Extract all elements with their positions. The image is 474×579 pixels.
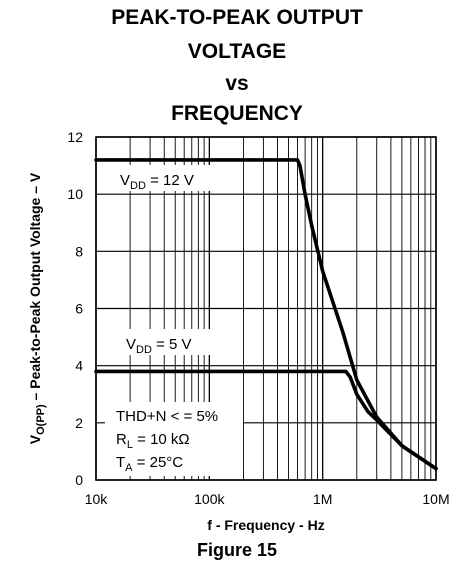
y-tick-label: 0 [75, 472, 83, 488]
condition-text-0: THD+N < = 5% [116, 408, 218, 425]
y-tick-label: 6 [75, 301, 83, 317]
plot-frame [95, 136, 437, 481]
y-tick-label: 12 [67, 129, 83, 145]
series-line-1 [94, 369, 438, 471]
y-axis-label: VO(PP) – Peak-to-Peak Output Voltage – V [27, 172, 47, 444]
condition-text-2: TA = 25°C [116, 454, 183, 474]
y-tick-label: 10 [67, 186, 83, 202]
chart-title-line-1: PEAK-TO-PEAK OUTPUT [111, 6, 363, 29]
series-label-vdd-5v: VDD = 5 V [126, 336, 192, 356]
x-tick-label: 10M [422, 491, 449, 507]
y-tick-label: 4 [75, 358, 83, 374]
label-bg-5v [118, 329, 216, 355]
y-tick-label: 2 [75, 415, 83, 431]
x-tick-label: 10k [85, 491, 109, 507]
conditions-bg [105, 402, 243, 476]
chart-title-line-2: VOLTAGE [187, 40, 287, 63]
x-tick-label: 100k [194, 491, 225, 507]
x-axis-label: f - Frequency - Hz [207, 517, 324, 533]
x-tick-label: 1M [313, 491, 332, 507]
label-bg-12v [112, 165, 220, 191]
series-label-vdd-12v: VDD = 12 V [120, 172, 194, 192]
condition-text-1: RL = 10 kΩ [116, 431, 190, 451]
chart-title-line-3: vs [225, 72, 249, 95]
figure-label: Figure 15 [196, 540, 278, 560]
chart-title-line-4: FREQUENCY [171, 102, 303, 125]
y-tick-label: 8 [75, 243, 83, 259]
